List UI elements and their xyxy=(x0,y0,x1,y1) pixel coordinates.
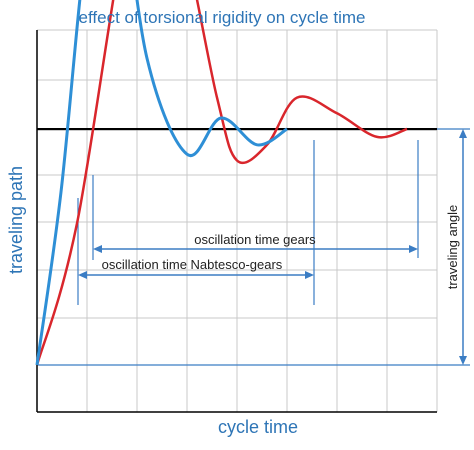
right-axis-label: traveling angle xyxy=(445,205,460,290)
gears-arrow-head-left xyxy=(93,245,102,253)
y-axis-label: traveling path xyxy=(6,166,26,274)
series-blue-curve xyxy=(35,0,288,366)
x-axis-label: cycle time xyxy=(218,417,298,437)
gears-annotation-label: oscillation time gears xyxy=(194,232,316,247)
angle-arrow-head-top xyxy=(459,129,467,138)
series-red-curve xyxy=(35,0,408,366)
annotation-lines xyxy=(37,128,470,366)
gears-arrow-head-right xyxy=(409,245,418,253)
nabtesco-annotation-label: oscillation time Nabtesco-gears xyxy=(102,257,283,272)
angle-arrow-head-bottom xyxy=(459,356,467,365)
nabtesco-arrow-head-right xyxy=(305,271,314,279)
chart-title: effect of torsional rigidity on cycle ti… xyxy=(79,8,366,27)
grid xyxy=(36,29,438,413)
nabtesco-arrow-head-left xyxy=(78,271,87,279)
